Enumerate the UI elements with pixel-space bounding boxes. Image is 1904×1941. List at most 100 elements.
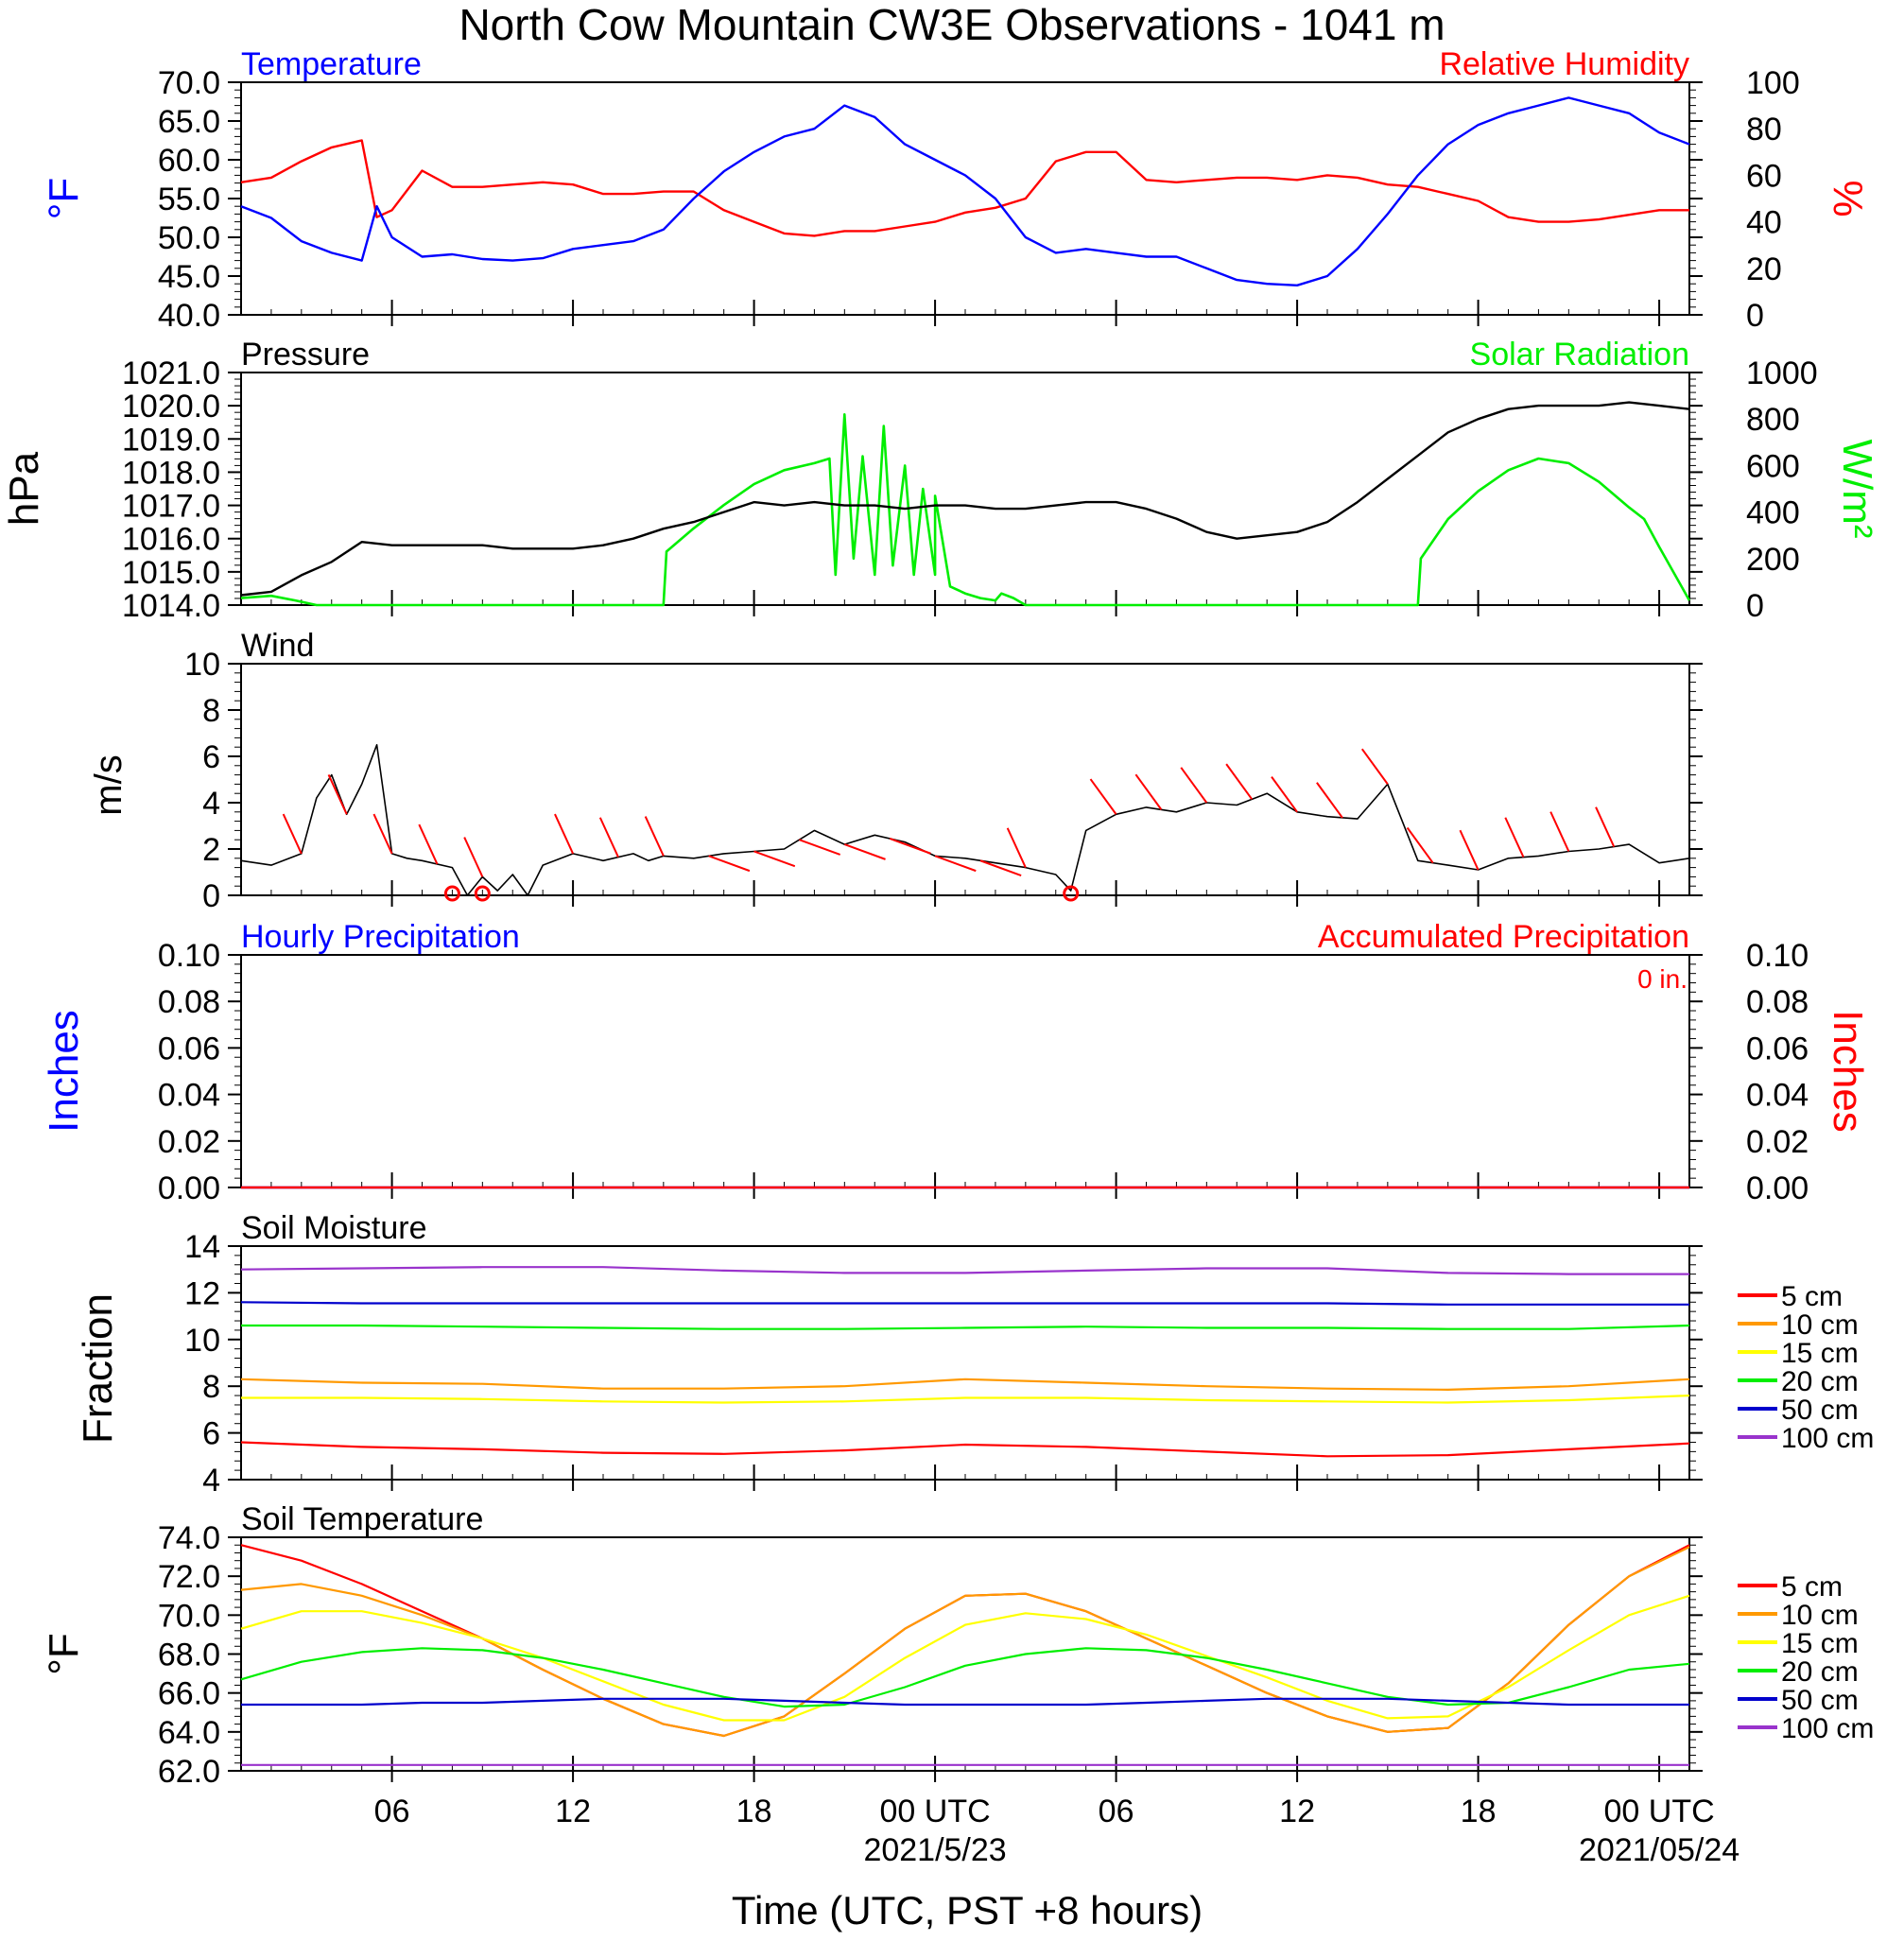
wind-speed-line: [240, 743, 1690, 896]
soil_moisture-legend-label: 20 cm: [1781, 1366, 1859, 1397]
soil_moisture-y-tick-label: 12: [184, 1275, 220, 1311]
calm-wind-marker: [1063, 885, 1080, 902]
pressure-line: [240, 401, 1690, 597]
temperature-title: Temperature: [241, 46, 422, 82]
precip-y-tick-label: 0.06: [158, 1031, 220, 1066]
temperature-unit: °F: [41, 178, 87, 219]
x-axis-title: Time (UTC, PST +8 hours): [732, 1888, 1203, 1932]
pressure-title: Pressure: [241, 337, 370, 373]
soil-moisture-line: [240, 1378, 1690, 1392]
soil_moisture-legend-label: 15 cm: [1781, 1338, 1859, 1369]
wind-barb: [1180, 767, 1208, 804]
pressure_solar-y-tick-label: 1020.0: [122, 389, 220, 425]
pressure_solar-y-tick-label: 1021.0: [122, 355, 220, 391]
wind-barb: [1406, 826, 1434, 864]
soil_moisture-y-tick-label: 4: [202, 1463, 220, 1499]
soil_temp-legend-label: 50 cm: [1781, 1685, 1859, 1716]
wind-barb: [1134, 773, 1163, 810]
figure-title: North Cow Mountain CW3E Observations - 1…: [459, 0, 1445, 49]
pressure_solar-y-tick-label: 1017.0: [122, 489, 220, 525]
precip-y-tick-label: 0.00: [158, 1170, 220, 1206]
wind-barb: [554, 813, 574, 855]
calm-wind-marker: [443, 885, 460, 902]
soil-temp-line: [241, 1697, 1689, 1707]
pressure_solar-right-tick-label: 200: [1746, 542, 1800, 578]
x-tick-label: 06: [1099, 1794, 1134, 1829]
soil_temp-legend-label: 10 cm: [1781, 1600, 1859, 1631]
wind-barb: [463, 837, 484, 877]
wind-barb: [799, 839, 841, 856]
temp_rh-right-tick-label: 0: [1746, 298, 1764, 334]
wind-y-tick-label: 8: [202, 693, 220, 729]
precip-right-tick-label: 0.02: [1746, 1124, 1809, 1160]
wind-y-tick-label: 10: [184, 647, 220, 683]
temp_rh-y-tick-label: 45.0: [158, 259, 220, 295]
wind-barb: [327, 774, 348, 815]
pressure_solar-right-tick-label: 800: [1746, 402, 1800, 438]
precip-y-tick-label: 0.04: [158, 1078, 220, 1114]
x-tick-label: 00 UTC: [880, 1794, 991, 1829]
x-tick-label: 12: [1279, 1794, 1315, 1829]
soil-moisture-line: [241, 1324, 1690, 1330]
soil_temp-legend-label: 15 cm: [1781, 1628, 1859, 1659]
wind-barb: [889, 838, 931, 855]
wind-y-tick-label: 0: [202, 878, 220, 914]
humidity-title: Relative Humidity: [1439, 46, 1689, 82]
wind-barb: [644, 816, 665, 857]
wind-unit: m/s: [88, 754, 130, 815]
soil-moisture-unit: Fraction: [75, 1293, 121, 1444]
precip-y-tick-label: 0.08: [158, 984, 220, 1020]
wind-y-tick-label: 2: [202, 832, 220, 868]
soil-moisture-line: [241, 1395, 1690, 1404]
calm-wind-marker: [474, 885, 491, 902]
wind-barb: [598, 817, 619, 858]
soil_moisture-y-tick-label: 6: [202, 1416, 220, 1452]
wind-barb: [979, 859, 1022, 876]
soil_moisture-legend-label: 100 cm: [1781, 1423, 1874, 1454]
temperature-line: [240, 96, 1690, 286]
x-tick-label: 00 UTC: [1604, 1794, 1715, 1829]
wind-barb: [372, 813, 393, 855]
soil_moisture-legend-label: 10 cm: [1781, 1309, 1859, 1341]
temp_rh-y-tick-label: 70.0: [158, 65, 220, 101]
wind-title: Wind: [241, 628, 314, 664]
wind-barb: [1316, 782, 1343, 819]
hourly-precip-title: Hourly Precipitation: [241, 919, 520, 955]
soil-moisture-title: Soil Moisture: [241, 1210, 427, 1246]
pressure_solar-y-tick-label: 1019.0: [122, 422, 220, 458]
soil-moisture-line: [240, 1301, 1689, 1306]
x-tick-label: 06: [374, 1794, 410, 1829]
accum-precip-total: 0 in.: [1637, 964, 1688, 994]
soil_moisture-y-tick-label: 8: [202, 1369, 220, 1405]
soil_moisture-y-tick-label: 14: [184, 1229, 220, 1265]
precip-right-tick-label: 0.08: [1746, 984, 1809, 1020]
accum-precip-title: Accumulated Precipitation: [1318, 919, 1689, 955]
soil_temp-legend-label: 100 cm: [1781, 1713, 1874, 1744]
wind-barb: [1459, 829, 1480, 871]
wind-barb: [418, 823, 439, 865]
soil-temp-line: [240, 1647, 1690, 1708]
pressure_solar-y-tick-label: 1016.0: [122, 522, 220, 558]
wind-barb: [282, 813, 303, 855]
pressure_solar-y-tick-label: 1014.0: [122, 588, 220, 624]
temp_rh-y-tick-label: 50.0: [158, 220, 220, 256]
soil-temp-line: [240, 1594, 1690, 1722]
soil_temp-legend-label: 5 cm: [1781, 1571, 1843, 1603]
wind-barb: [1595, 806, 1616, 847]
humidity-unit: %: [1825, 180, 1871, 217]
precip-y-tick-label: 0.10: [158, 938, 220, 974]
soil_temp-y-tick-label: 70.0: [158, 1598, 220, 1634]
wind-barb: [708, 855, 751, 873]
soil-temp-title: Soil Temperature: [241, 1501, 483, 1537]
soil-moisture-line: [240, 1441, 1690, 1458]
wind-barb: [1504, 817, 1525, 858]
solar-unit: W/m²: [1834, 439, 1880, 538]
wind-barb: [1089, 778, 1117, 815]
temp_rh-y-tick-label: 55.0: [158, 182, 220, 217]
soil_moisture-y-tick-label: 10: [184, 1323, 220, 1359]
humidity-line: [240, 139, 1689, 237]
precip-left-unit: Inches: [41, 1010, 87, 1133]
temp_rh-right-tick-label: 80: [1746, 112, 1782, 147]
wind-barb: [753, 850, 796, 868]
